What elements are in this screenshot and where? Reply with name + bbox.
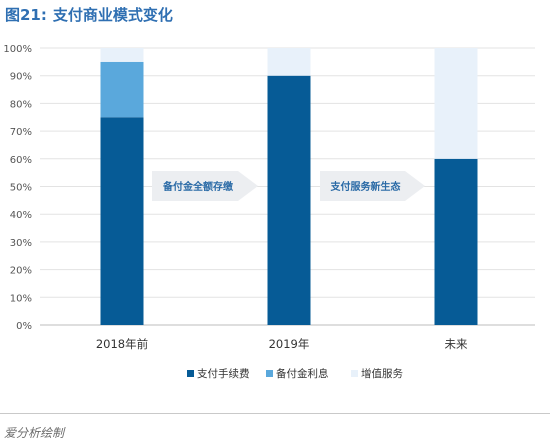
footer-divider bbox=[0, 413, 550, 414]
arrow-label: 支付服务新生态 bbox=[330, 180, 401, 193]
x-tick-label: 2019年 bbox=[269, 337, 310, 351]
legend-swatch bbox=[187, 370, 194, 377]
transition-arrow bbox=[152, 171, 258, 201]
figure-title: 支付商业模式变化 bbox=[52, 6, 173, 24]
legend-swatch bbox=[266, 370, 273, 377]
arrow-label: 备付金全额存缴 bbox=[162, 180, 234, 193]
y-tick-label: 80% bbox=[10, 99, 32, 110]
y-tick-label: 40% bbox=[10, 210, 32, 221]
bar-segment bbox=[100, 117, 144, 325]
bar-segment bbox=[100, 61, 144, 118]
bar-segment bbox=[267, 48, 311, 76]
y-tick-label: 30% bbox=[10, 238, 32, 249]
y-tick-label: 100% bbox=[3, 44, 32, 55]
y-tick-label: 50% bbox=[10, 183, 32, 194]
y-tick-label: 60% bbox=[10, 155, 32, 166]
legend-label: 备付金利息 bbox=[276, 367, 329, 380]
figure-label: 图21: bbox=[5, 6, 47, 24]
y-tick-label: 0% bbox=[16, 321, 32, 332]
y-tick-label: 70% bbox=[10, 127, 32, 138]
x-tick-label: 2018年前 bbox=[96, 337, 148, 351]
source-note: 爱分析绘制 bbox=[4, 426, 65, 440]
bar-segment bbox=[434, 158, 478, 325]
stacked-bar-chart: 0% 10% 20% 30% 40% 50% 60% 70% 80% 90% 100% 2018年前 2… bbox=[3, 44, 535, 380]
legend-label: 增值服务 bbox=[361, 367, 403, 380]
chart-area: 0% 10% 20% 30% 40% 50% 60% 70% 80% 90% 100% 2018年前 2… bbox=[0, 31, 550, 391]
y-tick-label: 20% bbox=[10, 266, 32, 277]
legend-label: 支付手续费 bbox=[197, 367, 250, 380]
bar-segment bbox=[434, 48, 478, 159]
x-tick-label: 未来 bbox=[445, 337, 468, 351]
y-tick-label: 10% bbox=[10, 293, 32, 304]
bar-segment bbox=[267, 75, 311, 325]
bar-segment bbox=[100, 48, 144, 62]
legend-swatch bbox=[351, 370, 358, 377]
transition-arrow bbox=[320, 171, 425, 201]
y-tick-label: 90% bbox=[10, 72, 32, 83]
chart-title: 图21: 支付商业模式变化 bbox=[5, 4, 173, 25]
